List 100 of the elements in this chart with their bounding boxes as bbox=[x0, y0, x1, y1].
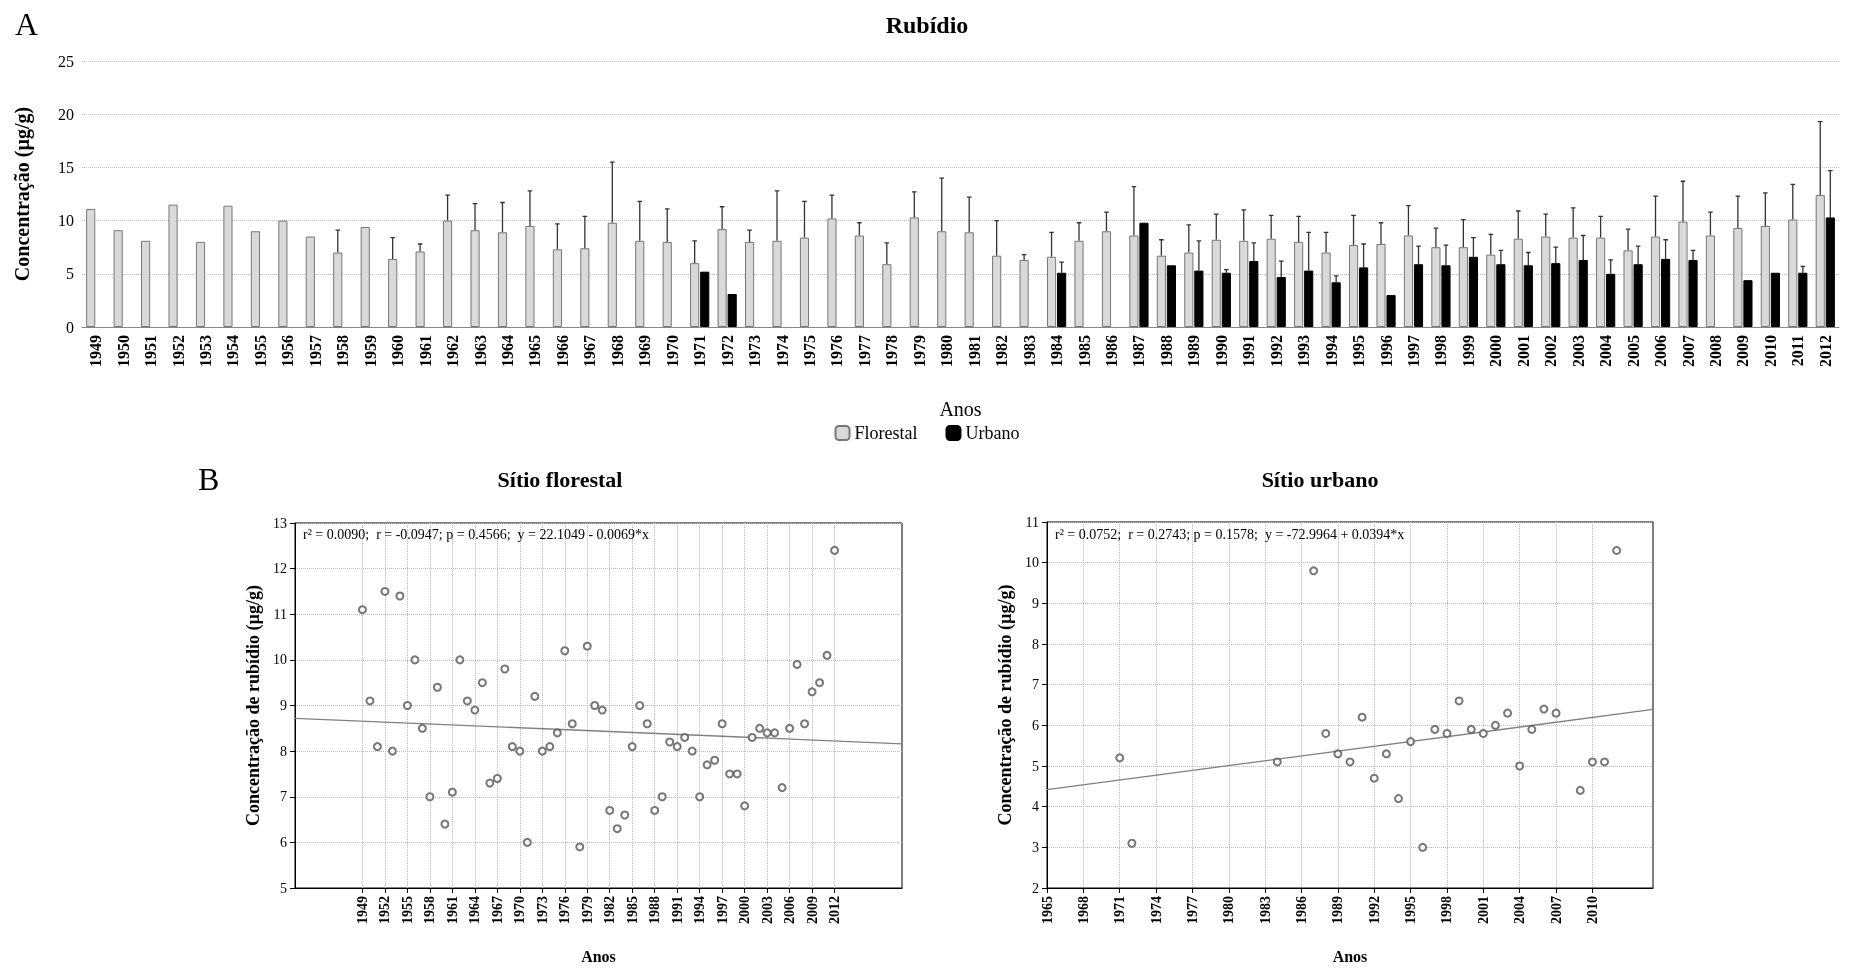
x-tick-label: 1962 bbox=[444, 335, 462, 367]
x-tick-label: 2001 bbox=[1514, 335, 1532, 367]
y-tick-label: 13 bbox=[273, 515, 287, 531]
x-tick-label: 2003 bbox=[1569, 335, 1587, 367]
x-tick-label: 1970 bbox=[512, 896, 528, 924]
x-tick-label: 1978 bbox=[883, 335, 901, 367]
y-tick-label: 8 bbox=[1032, 636, 1039, 652]
x-tick-label: 2004 bbox=[1597, 335, 1615, 367]
x-tick-label: 1970 bbox=[663, 335, 681, 367]
x-tick-label: 1990 bbox=[1212, 335, 1230, 367]
x-tick-label: 1965 bbox=[1039, 896, 1055, 924]
x-tick-label: 1985 bbox=[624, 896, 640, 924]
y-tick-label: 5 bbox=[280, 880, 287, 896]
y-tick-label: 11 bbox=[1025, 514, 1039, 530]
x-tick-label: 1973 bbox=[534, 896, 550, 924]
x-tick-label: 1952 bbox=[377, 896, 393, 924]
x-tick-label: 1966 bbox=[553, 335, 571, 367]
y-axis-title: Concentração de rubídio (µg/g) bbox=[995, 584, 1017, 826]
x-tick-label: 1971 bbox=[1112, 896, 1128, 924]
x-tick-label: 1981 bbox=[965, 335, 983, 367]
x-tick-label: 2004 bbox=[1512, 896, 1528, 924]
y-tick-label: 3 bbox=[1032, 839, 1039, 855]
x-tick-label: 1976 bbox=[557, 896, 573, 924]
y-tick-label: 7 bbox=[280, 789, 287, 805]
x-tick-label: 2007 bbox=[1548, 896, 1564, 924]
y-tick-label: 2 bbox=[1032, 880, 1039, 896]
x-tick-label: 1964 bbox=[467, 896, 483, 924]
x-tick-label: 1957 bbox=[306, 335, 324, 367]
x-tick-label: 2000 bbox=[1487, 335, 1505, 367]
y-tick-label: 6 bbox=[280, 834, 287, 850]
x-tick-label: 1982 bbox=[602, 896, 618, 924]
x-tick-label: 2001 bbox=[1475, 896, 1491, 924]
x-tick-label: 1980 bbox=[1221, 896, 1237, 924]
x-tick-label: 1992 bbox=[1267, 335, 1285, 367]
x-tick-label: 1967 bbox=[581, 335, 599, 367]
y-tick-label: 10 bbox=[1025, 555, 1039, 571]
annotation: r² = 0.0752; r = 0.2743; p = 0.1578; y = -72.9964 + 0.0394*x bbox=[1055, 526, 1405, 542]
x-tick-label: 1998 bbox=[1432, 335, 1450, 367]
x-tick-label: 1969 bbox=[636, 335, 654, 367]
x-tick-label: 1997 bbox=[1404, 335, 1422, 367]
y-tick-label: 9 bbox=[1032, 595, 1039, 611]
x-tick-label: 1984 bbox=[1048, 335, 1066, 367]
legend-label: Urbano bbox=[965, 423, 1020, 443]
x-tick-label: 1986 bbox=[1102, 335, 1120, 367]
chart-title: Sítio florestal bbox=[497, 466, 623, 492]
x-tick-label: 2000 bbox=[737, 896, 753, 924]
text: A bbox=[15, 6, 39, 42]
x-tick-label: 1960 bbox=[389, 335, 407, 367]
x-tick-label: 1963 bbox=[471, 335, 489, 367]
x-tick-label: 1974 bbox=[773, 335, 791, 367]
y-tick-label: 20 bbox=[58, 105, 74, 123]
x-tick-label: 1964 bbox=[499, 335, 517, 367]
y-tick-label: 11 bbox=[273, 606, 287, 622]
x-axis-title: Anos bbox=[939, 398, 982, 420]
y-tick-label: 6 bbox=[1032, 717, 1039, 733]
x-tick-label: 1977 bbox=[1184, 896, 1200, 924]
x-tick-label: 1949 bbox=[87, 335, 105, 367]
x-tick-label: 1977 bbox=[855, 335, 873, 367]
text: B bbox=[198, 461, 220, 497]
y-tick-label: 25 bbox=[58, 52, 74, 70]
x-tick-label: 1973 bbox=[746, 335, 764, 367]
x-tick-label: 1958 bbox=[422, 896, 438, 924]
x-tick-label: 1961 bbox=[444, 896, 460, 924]
y-tick-label: 9 bbox=[280, 698, 287, 713]
x-tick-label: 1953 bbox=[197, 335, 215, 367]
x-tick-label: 2006 bbox=[782, 896, 798, 924]
y-tick-label: 7 bbox=[1032, 677, 1039, 693]
x-tick-label: 2002 bbox=[1542, 335, 1560, 367]
y-tick-label: 4 bbox=[1032, 799, 1039, 815]
x-tick-label: 1975 bbox=[801, 335, 819, 367]
y-tick-label: 12 bbox=[273, 561, 287, 577]
y-axis-title: Concentração de rubídio (µg/g) bbox=[243, 585, 265, 826]
x-tick-label: 1949 bbox=[354, 896, 370, 924]
x-tick-label: 1979 bbox=[910, 335, 928, 367]
x-tick-label: 1995 bbox=[1350, 335, 1368, 367]
x-tick-label: 1980 bbox=[938, 335, 956, 367]
chart-title: Rubídio bbox=[885, 12, 969, 38]
x-axis-title: Anos bbox=[1332, 947, 1368, 965]
x-tick-label: 1989 bbox=[1330, 896, 1346, 924]
y-tick-label: 5 bbox=[66, 265, 74, 283]
x-tick-label: 1979 bbox=[579, 896, 595, 924]
x-tick-label: 1965 bbox=[526, 335, 544, 367]
x-tick-label: 1989 bbox=[1185, 335, 1203, 367]
x-tick-label: 1991 bbox=[1240, 335, 1258, 367]
x-tick-label: 1987 bbox=[1130, 335, 1148, 367]
x-tick-label: 1997 bbox=[714, 896, 730, 924]
x-tick-label: 1968 bbox=[608, 335, 626, 367]
x-tick-label: 1983 bbox=[1257, 896, 1273, 924]
x-tick-label: 1958 bbox=[334, 335, 352, 367]
y-tick-label: 10 bbox=[273, 652, 287, 668]
y-tick-label: 5 bbox=[1032, 758, 1039, 774]
x-tick-label: 1959 bbox=[361, 335, 379, 367]
x-tick-label: 1976 bbox=[828, 335, 846, 367]
x-tick-label: 1992 bbox=[1366, 896, 1382, 924]
x-tick-label: 2007 bbox=[1679, 335, 1697, 367]
x-tick-label: 2009 bbox=[804, 896, 820, 924]
y-tick-label: 8 bbox=[280, 743, 287, 759]
x-tick-label: 2006 bbox=[1652, 335, 1670, 367]
x-tick-label: 2010 bbox=[1761, 335, 1779, 367]
x-tick-label: 1950 bbox=[114, 335, 132, 367]
